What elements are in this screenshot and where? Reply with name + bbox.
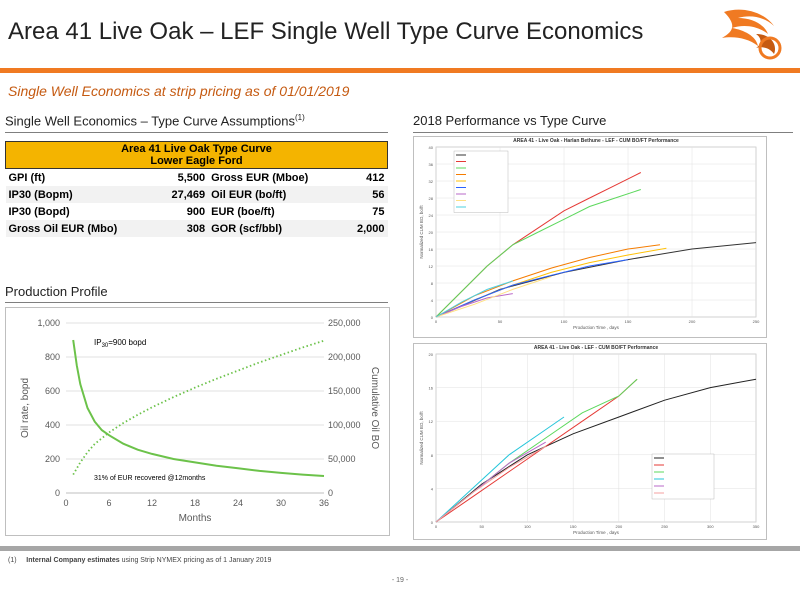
y-tick-label: 0 <box>431 315 434 320</box>
ip-annotation: IP30=900 bopd <box>94 338 146 349</box>
x-tick-label: 300 <box>707 524 714 529</box>
y-tick-label: 400 <box>45 420 60 430</box>
series-line <box>435 259 629 318</box>
x-tick-label: 200 <box>616 524 623 529</box>
eur-annotation: 31% of EUR recovered @12months <box>94 475 206 482</box>
y-tick-label: 8 <box>431 453 434 458</box>
y-tick-label: 4 <box>431 486 434 491</box>
x-tick-label: 0 <box>435 319 438 324</box>
assumptions-rule <box>5 132 388 133</box>
performance-chart-2-panel: AREA 41 - Live Oak - LEF - CUM BO/FT Per… <box>413 343 767 540</box>
chart-title: AREA 41 - Live Oak - LEF - CUM BO/FT Per… <box>534 345 659 351</box>
y-tick-label: 12 <box>429 419 434 424</box>
y2-tick-label: 0 <box>328 488 333 498</box>
x-tick-label: 50 <box>479 524 484 529</box>
series-line <box>435 189 641 318</box>
chart-title: AREA 41 - Live Oak - Harlan Bethune - LE… <box>513 138 679 144</box>
x-tick-label: 50 <box>498 319 503 324</box>
assumptions-heading: Single Well Economics – Type Curve Assum… <box>5 113 305 129</box>
performance-heading: 2018 Performance vs Type Curve <box>413 113 607 128</box>
series-line <box>435 293 513 318</box>
x-tick-label: 350 <box>753 524 760 529</box>
y2-axis-label: Cumulative Oil BO <box>369 367 380 449</box>
y-tick-label: 36 <box>429 162 434 167</box>
table-title: Area 41 Live Oak Type Curve Lower Eagle F… <box>5 141 388 169</box>
performance-chart-1: AREA 41 - Live Oak - Harlan Bethune - LE… <box>419 138 760 330</box>
page-subtitle: Single Well Economics at strip pricing a… <box>8 83 350 99</box>
y2-tick-label: 150,000 <box>328 386 361 396</box>
y-tick-label: 800 <box>45 352 60 362</box>
company-logo <box>722 9 782 60</box>
page-number: - 19 - <box>391 577 409 584</box>
performance-rule <box>413 132 793 133</box>
y-tick-label: 0 <box>431 520 434 525</box>
performance-chart-1-panel: AREA 41 - Live Oak - Harlan Bethune - LE… <box>413 136 767 338</box>
y-tick-label: 24 <box>429 213 434 218</box>
performance-chart-2: AREA 41 - Live Oak - LEF - CUM BO/FT Per… <box>419 345 760 535</box>
y2-tick-label: 200,000 <box>328 352 361 362</box>
x-axis-label: Production Time , days <box>573 530 620 535</box>
production-heading: Production Profile <box>5 284 108 299</box>
series-line <box>435 280 513 318</box>
y-tick-label: 16 <box>429 247 434 252</box>
y-tick-label: 600 <box>45 386 60 396</box>
page-title: Area 41 Live Oak – LEF Single Well Type … <box>8 18 644 45</box>
y-axis-label: Normalized CUM BO, bo/ft <box>419 205 424 259</box>
assumptions-footnote-ref: (1) <box>295 113 305 122</box>
x-tick-label: 150 <box>625 319 632 324</box>
oil-rate-line <box>72 339 325 477</box>
x-tick-label: 0 <box>63 498 68 508</box>
y-tick-label: 28 <box>429 196 434 201</box>
header-accent-bar <box>0 68 800 73</box>
cumulative-oil-line <box>72 339 325 476</box>
footer-bar <box>0 546 800 551</box>
x-tick-label: 30 <box>276 498 286 508</box>
x-tick-label: 100 <box>561 319 568 324</box>
x-tick-label: 100 <box>524 524 531 529</box>
type-curve-table: Area 41 Live Oak Type Curve Lower Eagle F… <box>5 141 388 237</box>
table-row: Gross Oil EUR (Mbo) 308 GOR (scf/bbl) 2,… <box>5 220 388 237</box>
table-row: IP30 (Bopd) 900 EUR (boe/ft) 75 <box>5 203 388 220</box>
x-tick-label: 0 <box>435 524 438 529</box>
y-tick-label: 20 <box>429 230 434 235</box>
x-axis-label: Months <box>179 513 212 524</box>
x-tick-label: 18 <box>190 498 200 508</box>
y-axis-label: Oil rate, bopd <box>20 378 31 438</box>
table-row: GPI (ft) 5,500 Gross EUR (Mboe) 412 <box>5 168 388 186</box>
y-tick-label: 1,000 <box>37 318 60 328</box>
footnote: (1) Internal Company estimates using Str… <box>8 557 272 564</box>
y-tick-label: 200 <box>45 454 60 464</box>
y-tick-label: 8 <box>431 281 434 286</box>
y2-tick-label: 100,000 <box>328 420 361 430</box>
y-tick-label: 40 <box>429 145 434 150</box>
series-line <box>435 416 565 523</box>
x-tick-label: 250 <box>753 319 760 324</box>
x-tick-label: 36 <box>319 498 329 508</box>
series-line <box>435 445 546 523</box>
series-line <box>435 276 552 318</box>
y2-tick-label: 50,000 <box>328 454 356 464</box>
x-tick-label: 12 <box>147 498 157 508</box>
production-chart-panel: IP30=900 bopd 31% of EUR recovered @12mo… <box>5 307 390 536</box>
y-tick-label: 4 <box>431 298 434 303</box>
legend-box <box>651 453 715 500</box>
y-tick-label: 16 <box>429 386 434 391</box>
legend-box <box>453 150 509 213</box>
production-profile-chart: IP30=900 bopd 31% of EUR recovered @12mo… <box>20 318 380 524</box>
x-tick-label: 200 <box>689 319 696 324</box>
x-tick-label: 150 <box>570 524 577 529</box>
table-row: IP30 (Bopm) 27,469 Oil EUR (bo/ft) 56 <box>5 186 388 203</box>
x-tick-label: 6 <box>106 498 111 508</box>
y-tick-label: 0 <box>55 488 60 498</box>
y2-tick-label: 250,000 <box>328 318 361 328</box>
y-tick-label: 20 <box>429 352 434 357</box>
y-tick-label: 32 <box>429 179 434 184</box>
x-tick-label: 24 <box>233 498 243 508</box>
x-axis-label: Production Time , days <box>573 325 620 330</box>
y-tick-label: 12 <box>429 264 434 269</box>
x-tick-label: 250 <box>661 524 668 529</box>
production-rule <box>5 302 388 303</box>
y-axis-label: Normalized CUM BO, bo/ft <box>419 411 424 465</box>
